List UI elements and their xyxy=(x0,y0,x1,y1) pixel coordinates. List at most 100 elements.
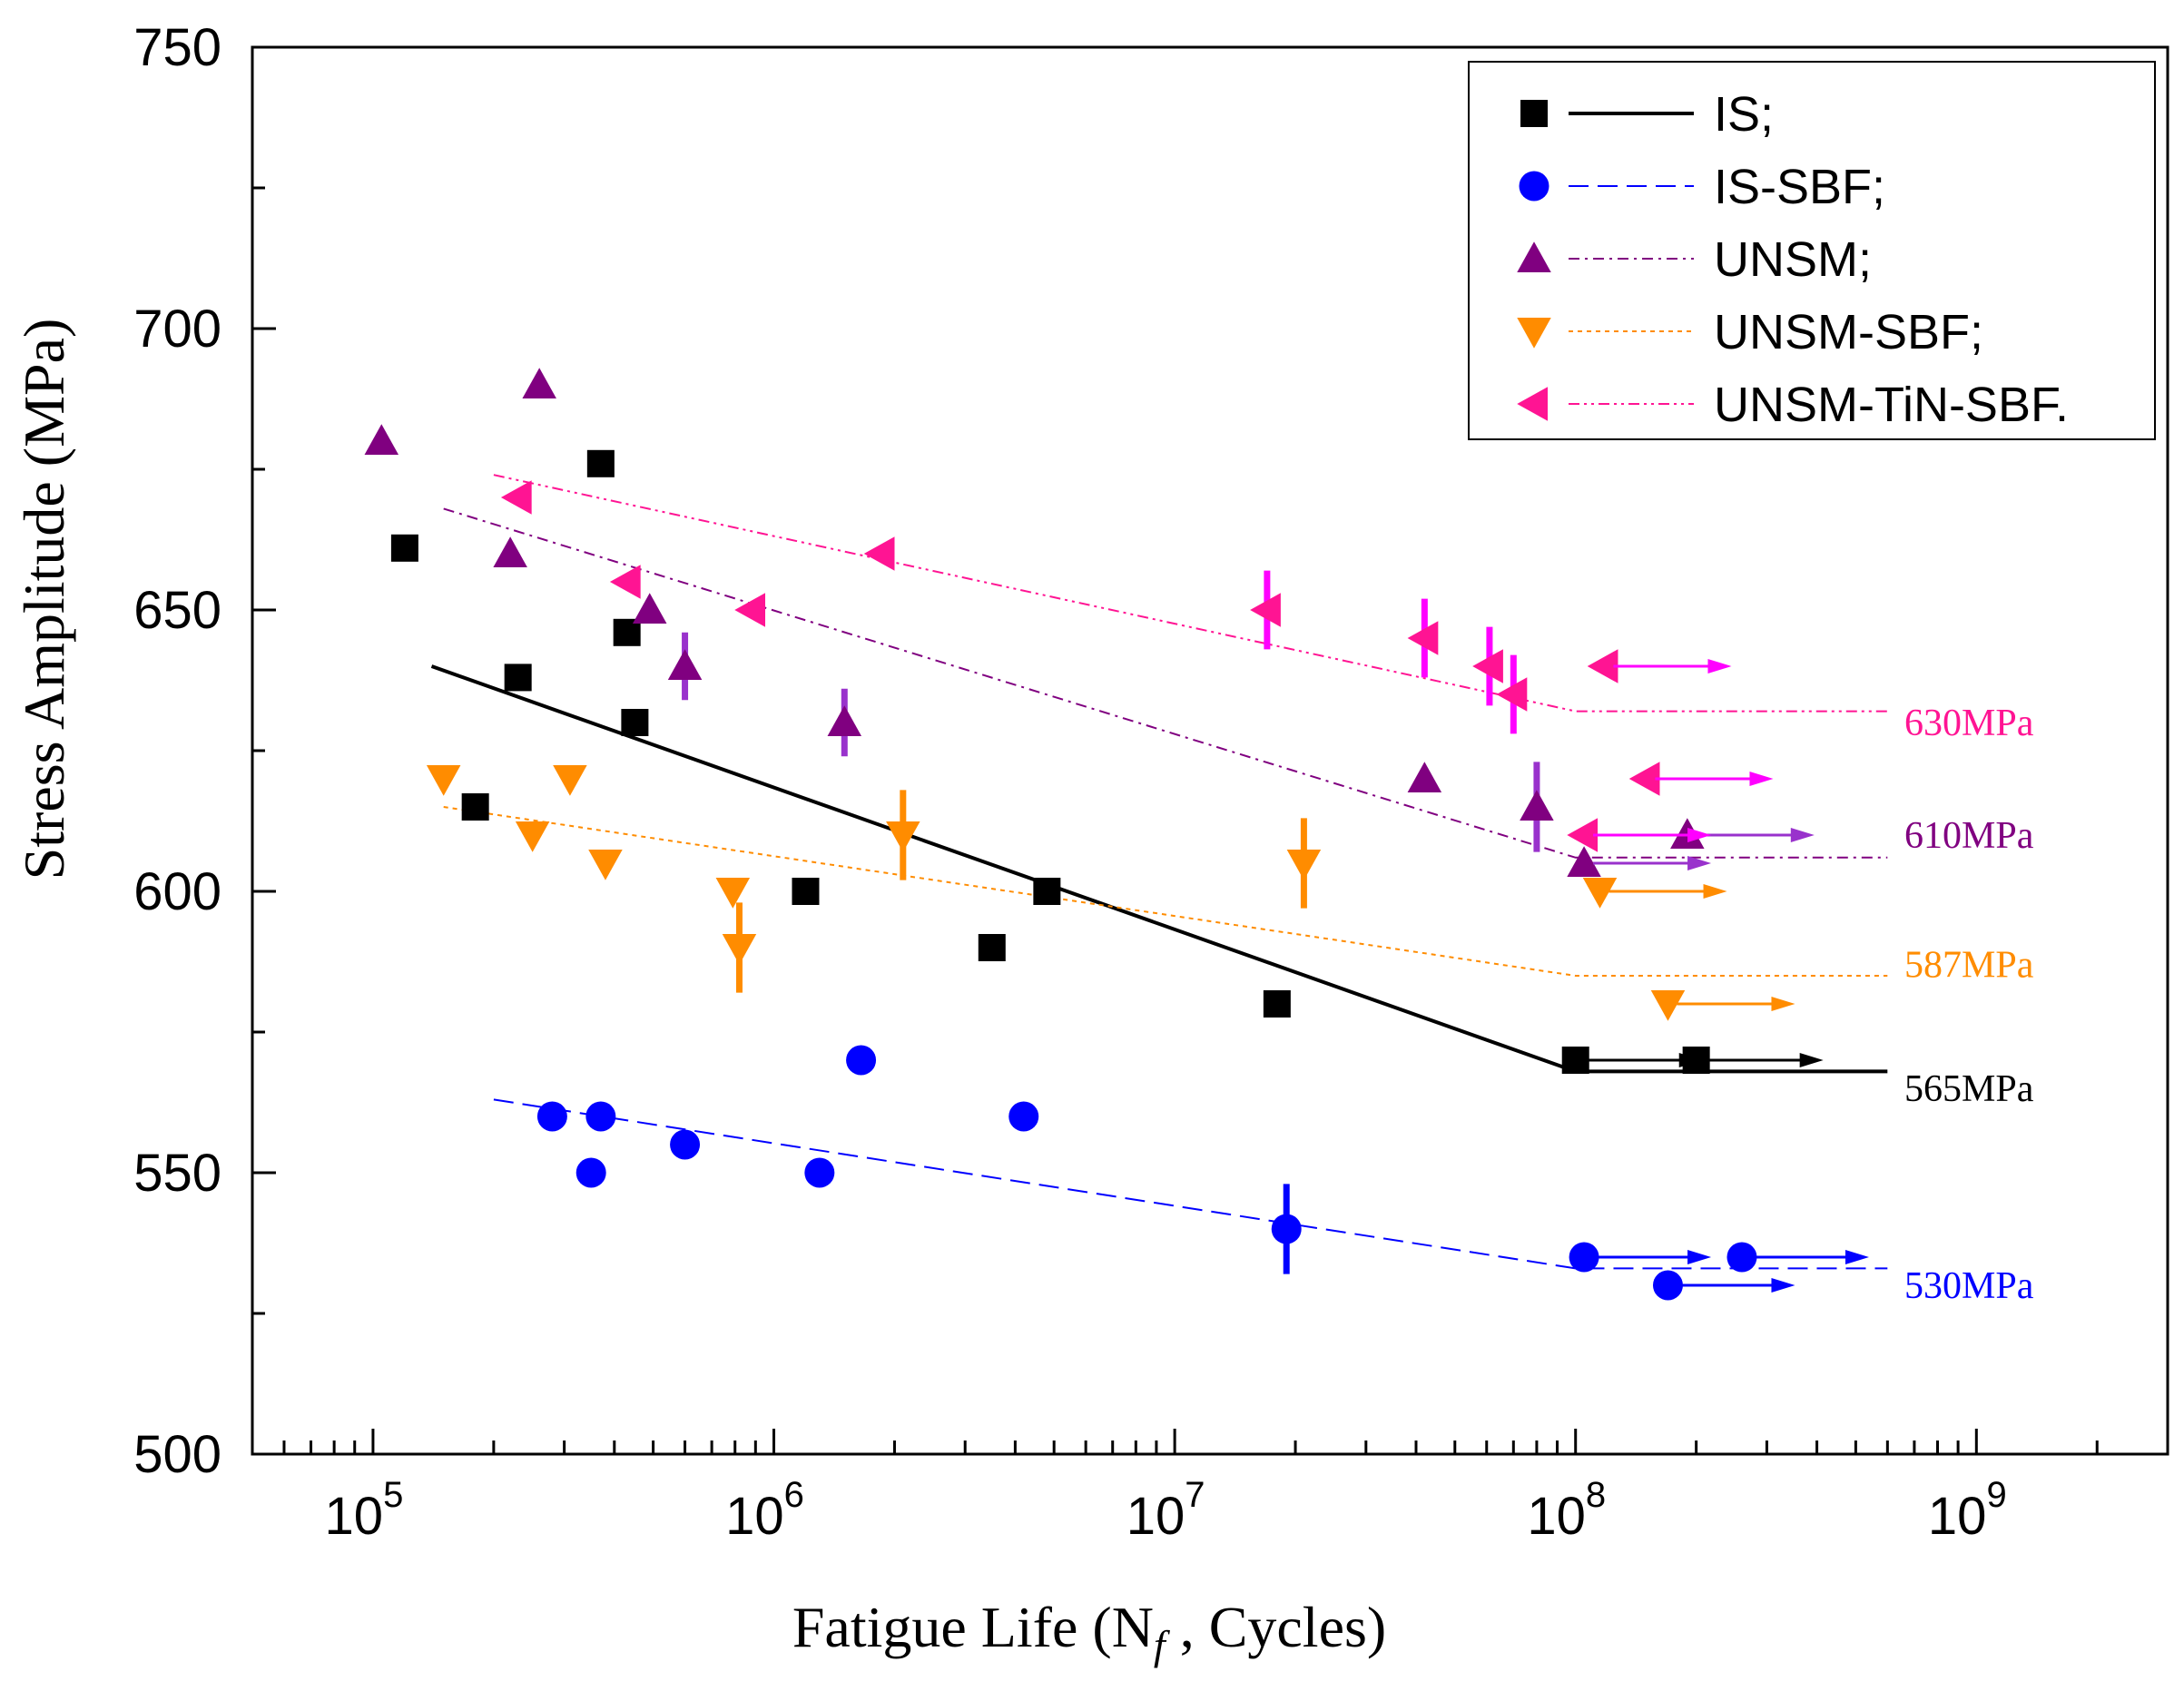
runout-arrow-head xyxy=(1845,1250,1869,1264)
data-point xyxy=(500,480,532,515)
runout-arrow-head xyxy=(1749,772,1774,786)
y-tick-label: 700 xyxy=(133,300,221,359)
data-point xyxy=(390,534,418,562)
limit-label: 565MPa xyxy=(1904,1068,2034,1110)
x-tick-label: 105 xyxy=(325,1475,404,1546)
y-tick-label: 750 xyxy=(133,18,221,77)
data-point xyxy=(1650,990,1686,1021)
data-point xyxy=(1520,790,1554,821)
data-point xyxy=(621,709,649,736)
data-point xyxy=(804,1157,835,1188)
x-tick-label: 107 xyxy=(1126,1475,1205,1546)
data-point xyxy=(886,821,920,852)
data-point xyxy=(1567,818,1599,852)
limit-label: 530MPa xyxy=(1904,1265,2034,1307)
runout-arrow-head xyxy=(1799,1053,1824,1067)
x-tick-label: 106 xyxy=(725,1475,804,1546)
data-point xyxy=(1407,621,1439,655)
y-axis-title: Stress Amplitude (MPa) xyxy=(12,319,76,880)
y-axis: 500 550 600 650 700 750 xyxy=(133,18,276,1484)
data-point xyxy=(504,664,532,692)
data-point xyxy=(1286,850,1322,880)
data-point xyxy=(461,793,489,821)
data-point xyxy=(585,1101,616,1132)
data-point xyxy=(1727,1242,1757,1273)
runout-arrow-head xyxy=(1771,1278,1795,1293)
legend-label: UNSM-TiN-SBF. xyxy=(1714,378,2069,432)
y-tick-label: 600 xyxy=(133,862,221,921)
legend-marker xyxy=(1519,171,1549,202)
data-point xyxy=(576,1157,606,1188)
runout-arrow-head xyxy=(1707,659,1732,674)
data-point xyxy=(632,593,667,624)
limit-label: 587MPa xyxy=(1904,945,2034,987)
fit-line xyxy=(443,507,1888,859)
data-point xyxy=(1628,762,1660,796)
data-point xyxy=(667,649,703,680)
data-point xyxy=(1407,762,1442,792)
runout-arrow-head xyxy=(1790,828,1815,842)
legend-label: UNSM; xyxy=(1714,232,1872,287)
data-point xyxy=(792,878,820,905)
legend-marker xyxy=(1520,100,1548,127)
runout-arrow-head xyxy=(1687,1250,1712,1264)
limit-label: 630MPa xyxy=(1904,703,2034,744)
data-point xyxy=(1496,677,1528,712)
data-point xyxy=(1472,649,1503,683)
data-point xyxy=(1569,1242,1599,1273)
data-point xyxy=(1670,818,1705,849)
data-point xyxy=(846,1045,877,1076)
legend-marker xyxy=(1517,241,1551,272)
data-point xyxy=(1567,846,1601,877)
data-point xyxy=(515,821,550,852)
data-point xyxy=(536,1101,567,1132)
runout-arrow-head xyxy=(1687,828,1712,842)
data-point xyxy=(588,850,623,880)
y-tick-label: 550 xyxy=(133,1144,221,1203)
runout-arrow-head xyxy=(1687,856,1712,870)
data-point xyxy=(1587,649,1618,683)
data-point xyxy=(715,878,751,909)
limit-annotations: 565MPa 530MPa 610MPa 587MPa 630MPa xyxy=(1904,703,2034,1307)
x-tick-label: 109 xyxy=(1928,1475,2007,1546)
x-tick-label: 108 xyxy=(1527,1475,1606,1546)
x-axis-title: Fatigue Life (Nf , Cycles) xyxy=(792,1595,1386,1668)
fit-line xyxy=(493,1098,1888,1270)
legend-marker xyxy=(1517,387,1548,421)
legend-label: IS-SBF; xyxy=(1714,160,1885,214)
legend-marker xyxy=(1517,318,1551,349)
data-point xyxy=(722,934,757,965)
data-point xyxy=(670,1129,701,1160)
runout-arrow-head xyxy=(1703,884,1727,899)
data-point xyxy=(1250,593,1281,627)
data-point xyxy=(1008,1101,1039,1132)
data-point xyxy=(586,449,615,477)
legend-box xyxy=(1468,61,2156,440)
y-tick-label: 500 xyxy=(133,1425,221,1484)
limit-label: 610MPa xyxy=(1904,815,2034,857)
data-point xyxy=(426,765,461,796)
fit-line xyxy=(443,806,1888,977)
x-axis: 105 106 107 108 109 xyxy=(251,1429,2169,1546)
data-point xyxy=(1582,878,1618,909)
data-point xyxy=(1263,990,1291,1018)
data-point xyxy=(493,536,527,567)
data-point xyxy=(1271,1214,1302,1244)
data-point xyxy=(827,705,862,736)
data-point xyxy=(522,368,556,398)
data-point xyxy=(364,424,399,455)
runout-arrow-head xyxy=(1771,997,1795,1011)
data-point xyxy=(553,765,587,796)
data-point xyxy=(978,934,1006,961)
data-point xyxy=(734,593,766,627)
fit-line xyxy=(493,474,1888,713)
data-point xyxy=(863,536,895,571)
legend-label: UNSM-SBF; xyxy=(1714,305,1983,359)
legend: IS; IS-SBF; UNSM; UNSM-SBF; UNSM-TiN-SBF. xyxy=(1468,61,2156,440)
y-tick-label: 650 xyxy=(133,581,221,640)
data-point xyxy=(609,565,641,599)
runout-arrow-head xyxy=(1678,1053,1703,1067)
data-point xyxy=(1033,878,1061,905)
data-point xyxy=(1652,1270,1683,1301)
